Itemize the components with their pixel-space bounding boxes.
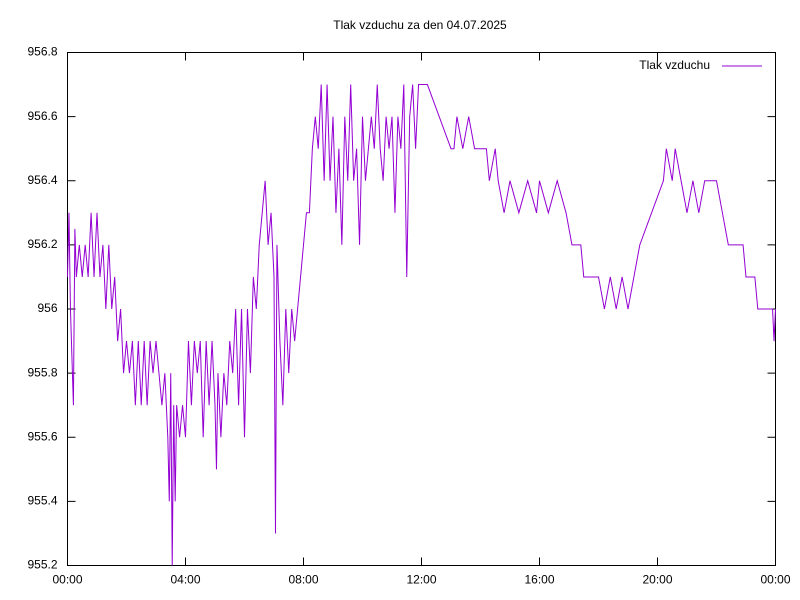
y-tick-label: 955.2 [27,558,57,572]
y-tick-label: 955.8 [27,365,57,379]
chart-title: Tlak vzduchu za den 04.07.2025 [333,18,507,32]
x-tick-label: 00:00 [760,573,790,587]
x-tick-label: 00:00 [52,573,82,587]
x-tick-label: 08:00 [288,573,318,587]
x-tick-label: 12:00 [406,573,436,587]
y-tick-label: 955.6 [27,429,57,443]
plot-frame [67,52,776,566]
x-tick-label: 04:00 [170,573,200,587]
x-tick-label: 20:00 [642,573,672,587]
y-tick-label: 956.2 [27,237,57,251]
y-tick-label: 955.4 [27,494,57,508]
y-tick-label: 956.8 [27,45,57,59]
y-tick-label: 956 [37,301,57,315]
legend-label: Tlak vzduchu [639,58,710,72]
y-tick-label: 956.6 [27,109,57,123]
x-tick-label: 16:00 [524,573,554,587]
y-tick-label: 956.4 [27,173,57,187]
data-line [67,84,776,566]
